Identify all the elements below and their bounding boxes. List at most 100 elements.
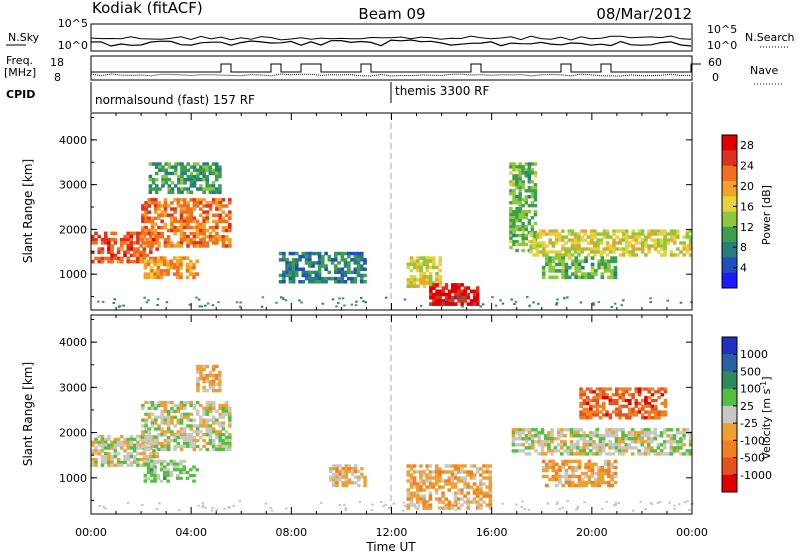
data-cell [521,431,525,435]
data-cell [211,447,216,452]
data-cell [208,430,213,434]
data-cell [561,238,565,242]
data-cell [208,400,213,405]
data-cell [663,238,667,242]
data-cell [356,264,361,268]
data-cell [567,477,572,482]
data-cell [447,488,452,492]
data-cell [100,449,105,453]
data-cell [518,242,522,247]
data-cell [202,421,206,425]
data-cell [425,476,429,480]
data-cell [409,482,414,486]
data-cell [126,452,130,456]
data-cell [475,467,480,471]
data-cell [659,449,664,453]
data-cell [611,452,616,456]
data-cell [663,250,667,254]
data-cell [228,241,232,245]
data-cell [582,401,587,406]
data-cell [515,180,519,184]
data-cell [416,482,420,486]
data-cell [564,275,569,280]
data-cell [163,262,167,267]
data-cell [688,434,693,438]
data-cell [192,424,197,428]
data-cell [182,256,187,260]
data-cell [564,474,569,479]
data-cell [595,407,600,411]
data-cell [228,433,232,437]
data-cell [605,428,609,432]
data-cell [612,238,616,242]
data-cell [438,268,442,273]
data-cell [182,412,187,416]
data-cell [205,244,210,248]
data-cell [518,183,522,187]
data-cell [91,241,95,245]
data-cell [141,216,145,220]
data-cell [441,500,445,504]
data-cell [107,434,111,439]
data-cell [186,162,191,166]
data-cell [189,190,194,194]
data-cell [344,484,348,488]
data-cell [132,446,137,450]
data-cell [554,229,559,233]
data-cell [101,300,105,303]
data-cell [419,476,423,480]
data-cell [627,434,632,438]
data-cell [282,280,286,284]
data-cell [151,187,156,191]
data-cell [304,258,309,262]
data-cell [453,503,457,506]
data-cell [548,269,552,273]
data-cell [450,482,455,486]
data-cell [563,434,567,438]
data-cell [228,447,232,452]
data-cell [460,497,464,501]
data-cell [621,431,625,435]
data-cell [589,250,594,254]
data-cell [573,244,578,248]
data-cell [656,446,661,450]
data-cell [529,247,533,251]
data-cell [107,437,111,441]
data-cell [205,403,210,408]
x-tick-label: 04:00 [175,526,207,539]
data-cell [551,459,556,464]
data-cell [176,256,180,260]
data-cell [154,222,158,227]
data-cell [554,483,559,488]
data-cell [614,504,617,506]
data-cell [126,234,130,239]
data-cell [482,464,486,468]
data-cell [669,253,674,257]
data-cell [530,162,535,166]
data-cell [202,238,206,242]
data-cell [154,187,159,191]
data-cell [574,465,579,470]
data-cell [201,506,204,509]
data-cell [218,198,222,202]
freq-label-line2: [MHz] [4,66,36,79]
data-cell [663,428,667,432]
x-tick-label: 12:00 [376,526,408,539]
data-cell [512,239,516,244]
data-cell [120,463,124,467]
data-cell [195,241,200,245]
data-cell [211,162,216,166]
data-cell [613,269,618,273]
data-cell [596,247,600,251]
data-cell [521,204,525,208]
data-cell [592,404,596,408]
data-cell [103,231,108,236]
data-cell [224,244,229,248]
data-cell [278,273,283,278]
data-cell [594,462,598,467]
data-cell [107,463,111,467]
colorbar-tick-label: 100 [740,383,761,396]
data-cell [554,474,559,479]
data-cell [579,404,583,408]
data-cell [141,207,145,211]
